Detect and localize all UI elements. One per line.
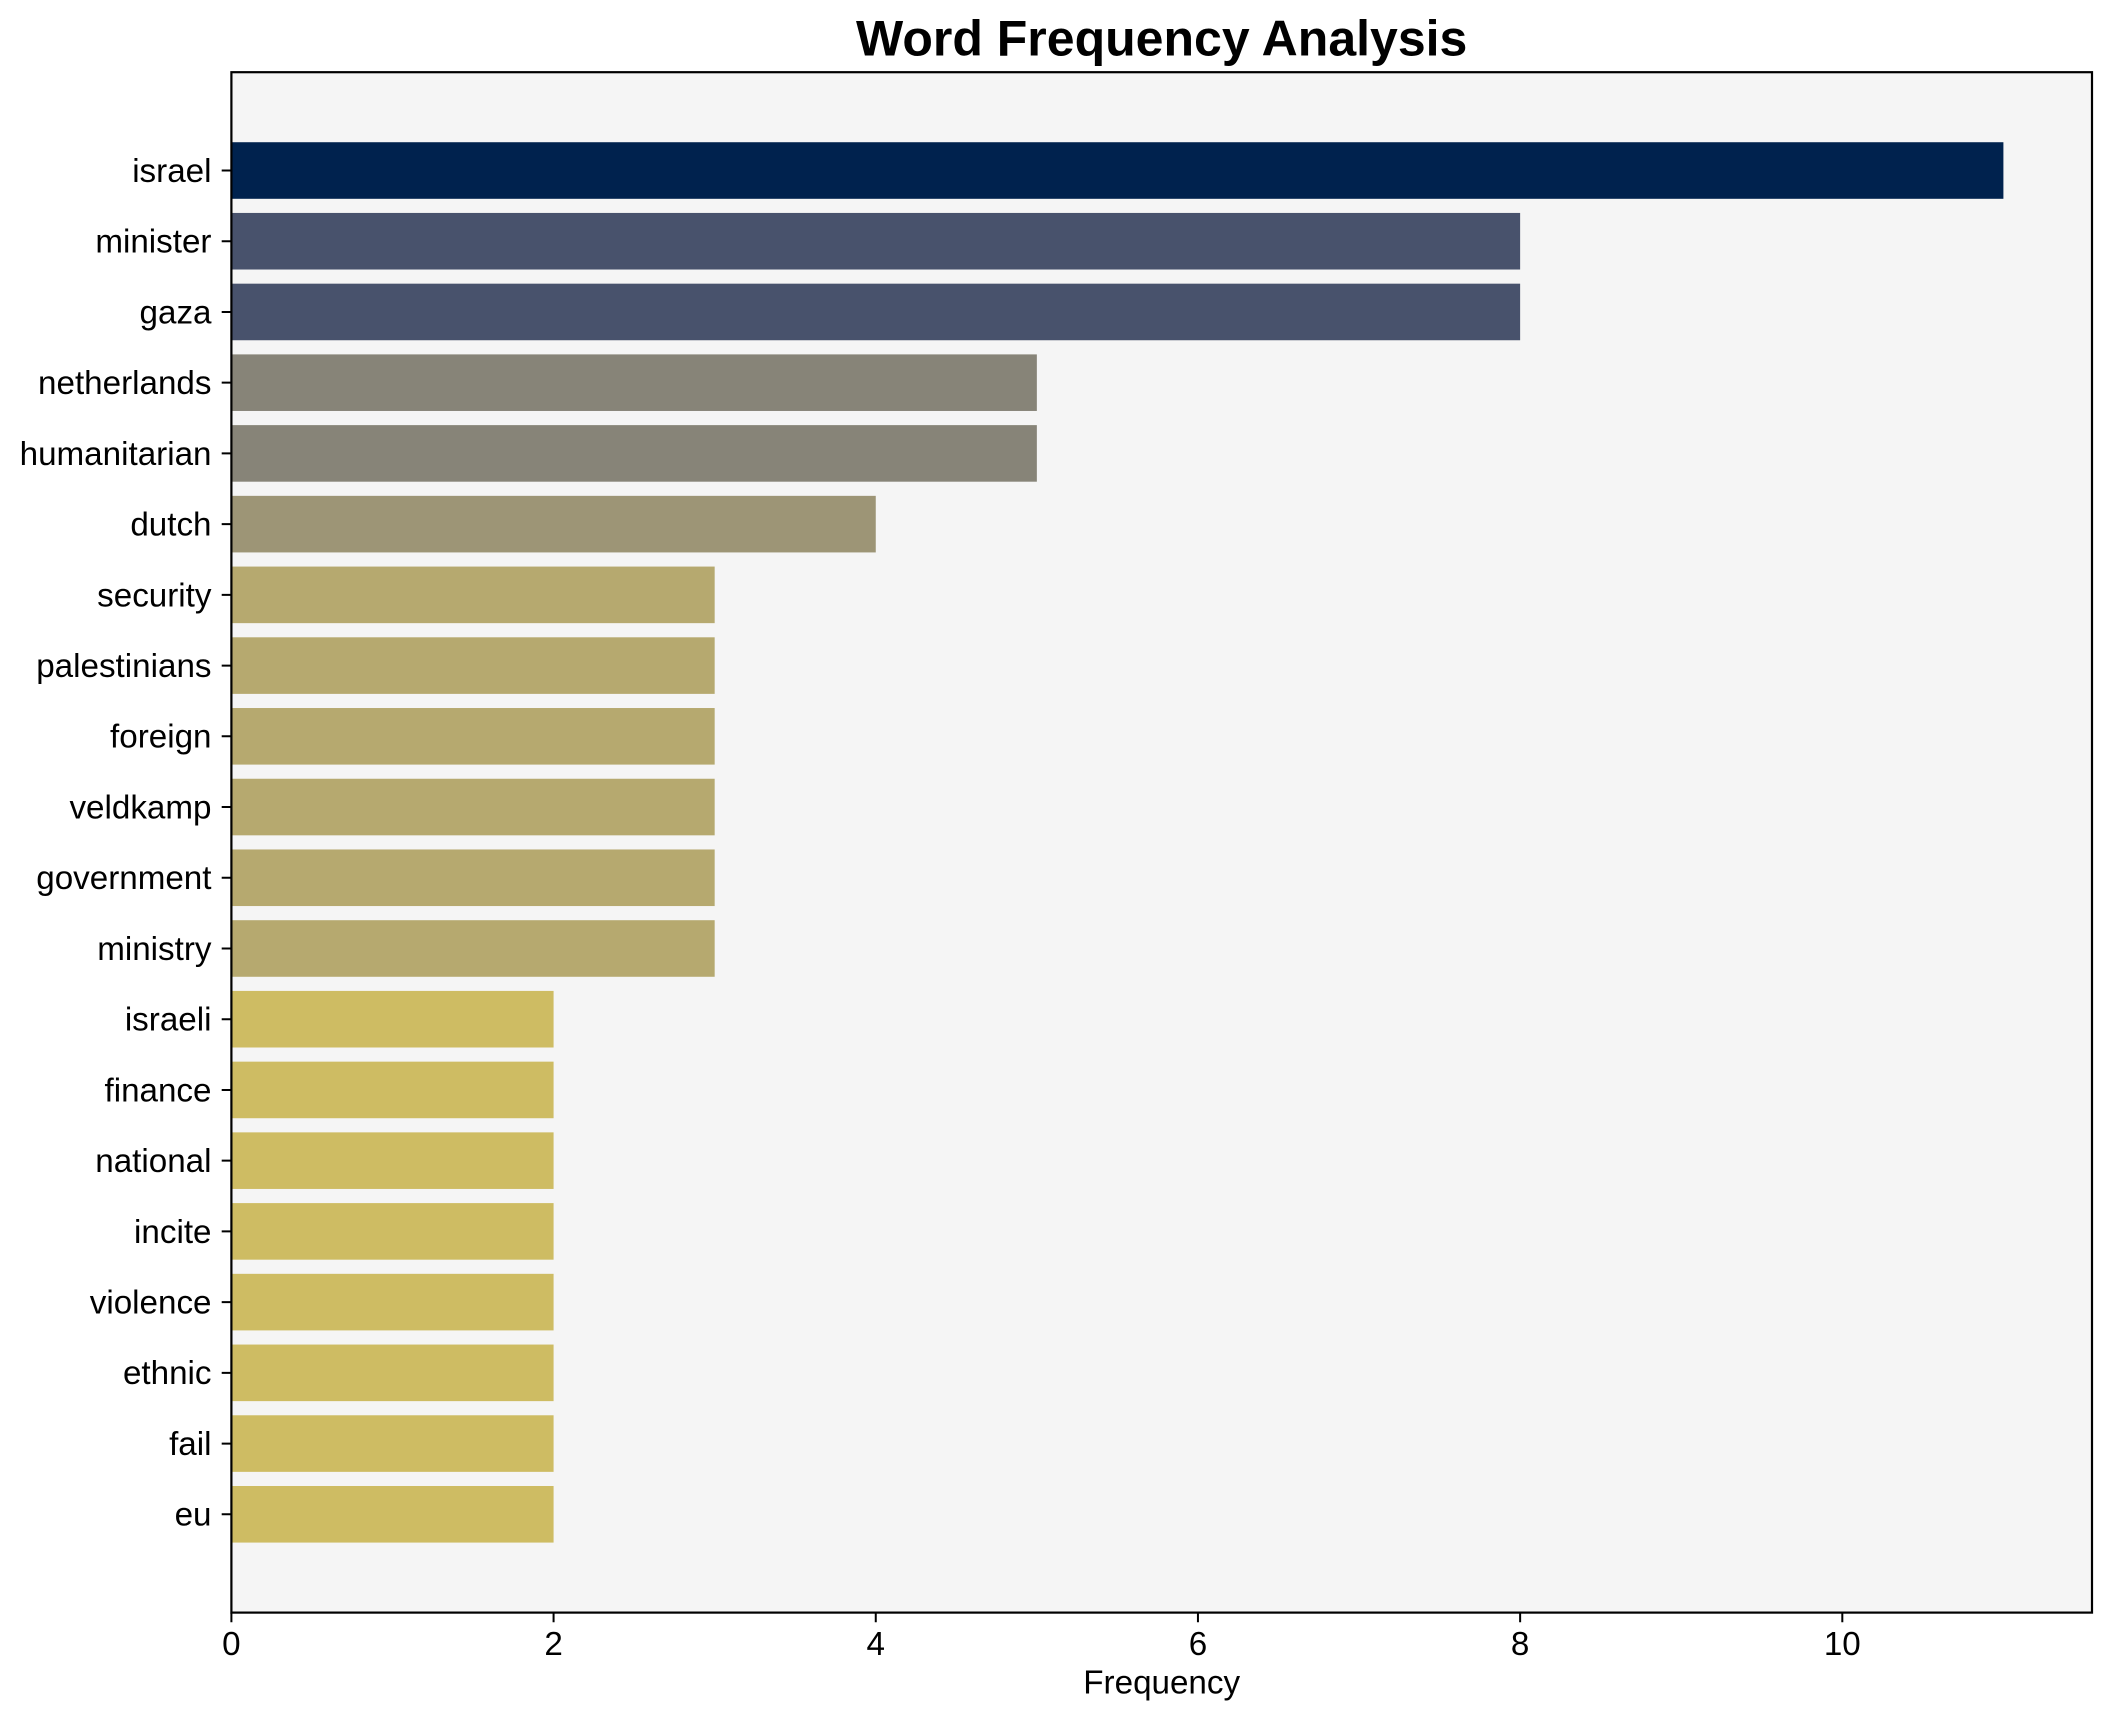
svg-text:incite: incite bbox=[134, 1214, 211, 1251]
svg-text:humanitarian: humanitarian bbox=[20, 436, 212, 473]
svg-text:government: government bbox=[36, 860, 211, 897]
svg-text:ministry: ministry bbox=[97, 931, 212, 968]
svg-text:0: 0 bbox=[222, 1626, 240, 1663]
svg-text:dutch: dutch bbox=[130, 507, 211, 544]
svg-text:fail: fail bbox=[169, 1426, 211, 1463]
svg-text:violence: violence bbox=[90, 1285, 212, 1322]
svg-text:4: 4 bbox=[867, 1626, 885, 1663]
svg-text:security: security bbox=[97, 577, 212, 614]
svg-text:Word Frequency Analysis: Word Frequency Analysis bbox=[856, 11, 1467, 67]
svg-text:israel: israel bbox=[132, 153, 211, 190]
svg-text:palestinians: palestinians bbox=[36, 648, 211, 685]
svg-text:netherlands: netherlands bbox=[38, 365, 211, 402]
svg-text:2: 2 bbox=[544, 1626, 562, 1663]
svg-text:8: 8 bbox=[1511, 1626, 1529, 1663]
svg-text:veldkamp: veldkamp bbox=[69, 789, 211, 826]
svg-text:israeli: israeli bbox=[125, 1002, 212, 1039]
svg-text:6: 6 bbox=[1189, 1626, 1207, 1663]
svg-text:finance: finance bbox=[104, 1072, 211, 1109]
svg-text:10: 10 bbox=[1824, 1626, 1861, 1663]
svg-text:eu: eu bbox=[175, 1497, 212, 1534]
svg-text:Frequency: Frequency bbox=[1083, 1664, 1240, 1701]
svg-text:national: national bbox=[95, 1143, 211, 1180]
svg-text:foreign: foreign bbox=[110, 719, 211, 756]
svg-text:minister: minister bbox=[95, 224, 211, 261]
svg-text:gaza: gaza bbox=[140, 294, 213, 331]
svg-text:ethnic: ethnic bbox=[123, 1355, 212, 1392]
